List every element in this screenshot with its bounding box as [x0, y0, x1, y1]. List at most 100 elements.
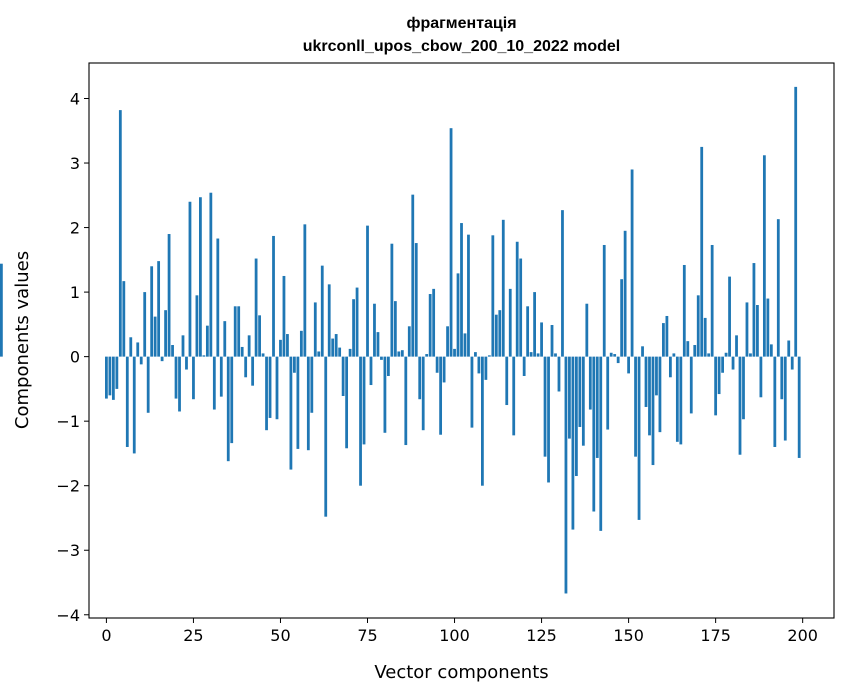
bar-85: [400, 350, 404, 357]
bar-100: [453, 348, 456, 357]
x-tick-label: 100: [439, 626, 470, 645]
bar-47: [268, 356, 272, 418]
y-tick-label: −1: [56, 412, 80, 431]
bar-63: [324, 356, 328, 517]
bar-12: [146, 356, 150, 413]
bar-58: [306, 356, 310, 451]
bar-28: [202, 355, 206, 357]
y-tick-label: 1: [70, 283, 80, 302]
bar-87: [407, 326, 411, 357]
bar-111: [491, 235, 495, 357]
bar-153: [637, 356, 641, 520]
bar-4: [118, 110, 122, 357]
bar-70: [348, 348, 352, 357]
bar-62: [320, 265, 324, 357]
bar-150: [627, 356, 630, 374]
bar-113: [498, 310, 502, 357]
bar-71: [352, 299, 355, 357]
bar-128: [550, 325, 554, 357]
bar-155: [644, 356, 648, 407]
bar-18: [167, 234, 171, 357]
x-axis-label: Vector components: [374, 662, 548, 683]
bar-142: [599, 356, 603, 531]
bar-171: [700, 146, 704, 357]
bar-135: [574, 356, 578, 477]
bar-118: [515, 241, 519, 357]
bar-46: [265, 356, 268, 431]
bar-117: [512, 356, 516, 436]
bar-29: [205, 325, 209, 357]
bar-30: [209, 192, 213, 357]
bar-45: [261, 353, 265, 357]
bar-149: [623, 230, 627, 357]
bar-84: [397, 351, 401, 357]
bar-23: [185, 356, 188, 370]
bar-55: [296, 356, 300, 449]
bar-192: [773, 356, 777, 447]
bar-73: [359, 356, 362, 486]
bar-99: [449, 128, 453, 357]
chart-subtitle: ukrconll_upos_cbow_200_10_2022 model: [303, 38, 620, 55]
bar-124: [536, 353, 540, 357]
bar-160: [662, 323, 665, 357]
bar-22: [181, 335, 185, 357]
bar-41: [247, 335, 251, 357]
bar-82: [390, 243, 394, 357]
bar-3: [115, 356, 119, 389]
bar-79: [380, 356, 383, 360]
bar-164: [675, 356, 679, 442]
bar-190: [766, 298, 770, 357]
bar-96: [439, 356, 443, 435]
y-tick-label: 3: [70, 154, 80, 173]
bar-69: [345, 356, 349, 449]
bar-51: [282, 275, 286, 357]
bar-76: [369, 356, 373, 386]
bar-90: [418, 356, 422, 400]
bar-182: [738, 356, 742, 455]
bar-95: [435, 356, 439, 373]
bar-107: [477, 356, 481, 374]
bar-54: [293, 356, 296, 373]
bar-48: [272, 235, 275, 357]
y-tick-label: 4: [70, 89, 80, 108]
bar-43: [254, 258, 258, 357]
bar-134: [571, 356, 575, 530]
bar-178: [724, 352, 728, 357]
bar-64: [327, 284, 331, 357]
bar-34: [223, 321, 227, 357]
bar-122: [529, 352, 533, 357]
x-axis-ticks: 0 25 50 75 100 125 150 175 200: [101, 618, 818, 645]
bar-27: [199, 197, 202, 357]
bar-81: [387, 356, 390, 376]
bar-177: [721, 356, 724, 373]
bar-187: [756, 305, 759, 357]
bar-184: [745, 302, 749, 357]
bar-181: [735, 335, 738, 357]
plot-area-frame: [88, 62, 835, 619]
bar-89: [414, 243, 418, 357]
y-axis-label: Components values: [12, 251, 33, 429]
bar-19: [171, 345, 174, 357]
bar-130: [557, 356, 561, 392]
bar-189: [762, 155, 766, 357]
bar-193: [776, 219, 780, 357]
bar-157: [651, 356, 655, 466]
bar-16: [160, 356, 164, 362]
bar-146: [613, 354, 617, 357]
bar-163: [672, 353, 676, 357]
bar-57: [303, 224, 307, 357]
bar-74: [362, 356, 366, 445]
bar-196: [787, 340, 791, 357]
bar-38: [237, 306, 241, 357]
bar-97: [442, 356, 446, 383]
bar-9: [136, 342, 140, 357]
bar-50: [279, 339, 282, 357]
bar-197: [790, 356, 794, 370]
bar-88: [411, 194, 415, 357]
bar-91: [421, 356, 425, 431]
bar-173: [707, 353, 711, 357]
bar-59: [310, 356, 314, 413]
bar-120: [522, 356, 526, 376]
bar-169: [693, 345, 697, 357]
bar-188: [759, 356, 763, 398]
